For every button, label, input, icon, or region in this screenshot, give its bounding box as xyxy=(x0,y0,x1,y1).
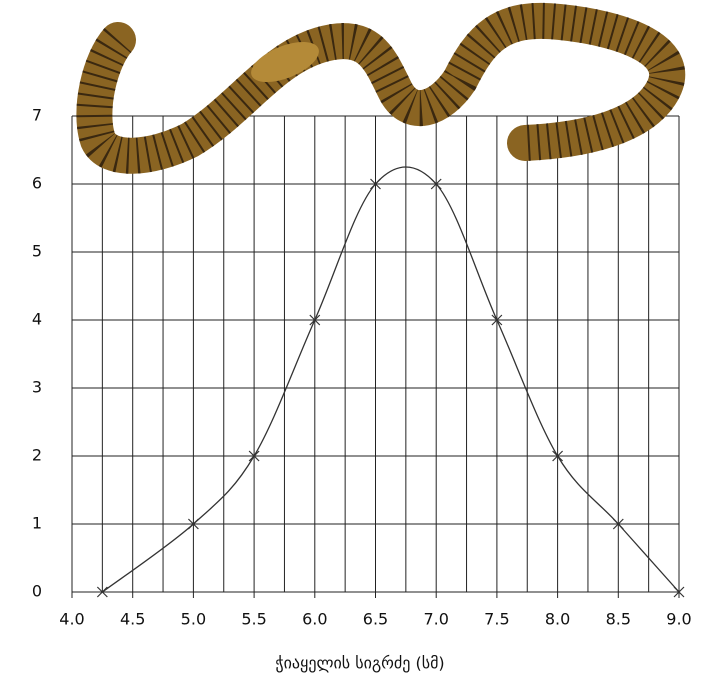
y-tick-label: 6 xyxy=(32,174,42,193)
y-tick-label: 5 xyxy=(32,242,42,261)
plot-area: 0 1 2 3 4 5 6 7 4.0 4.5 5.0 5.5 6.0 6.5 7.0 7.5 8.0 8.5 9.… xyxy=(32,106,692,629)
data-point xyxy=(612,518,624,530)
data-point xyxy=(370,178,381,190)
y-tick-label: 4 xyxy=(32,310,42,329)
data-line xyxy=(101,166,680,593)
data-point xyxy=(248,450,260,462)
worm-clitellum xyxy=(251,41,319,83)
x-tick-label: 7.5 xyxy=(484,610,509,629)
x-tick-label: 7.0 xyxy=(423,610,448,629)
x-tick-label: 6.5 xyxy=(363,610,388,629)
x-tick-label: 5.0 xyxy=(181,610,206,629)
worm-segments xyxy=(76,2,686,174)
data-point xyxy=(309,314,321,326)
data-point xyxy=(96,586,108,598)
x-axis-label: ჭიაყელის სიგრძე (სმ) xyxy=(275,654,444,673)
data-point xyxy=(552,450,564,462)
x-tick-label: 9.0 xyxy=(666,610,691,629)
y-tick-label: 0 xyxy=(32,582,42,601)
x-tick-label: 4.5 xyxy=(120,610,145,629)
y-tick-label: 1 xyxy=(32,514,42,533)
x-tick-label: 6.0 xyxy=(302,610,327,629)
y-tick-label: 2 xyxy=(32,446,42,465)
x-tick-label: 4.0 xyxy=(59,610,84,629)
data-point xyxy=(187,518,199,530)
x-tick-label: 8.5 xyxy=(606,610,631,629)
data-point xyxy=(430,178,442,190)
y-tick-label: 7 xyxy=(32,106,42,125)
x-tick-label: 5.5 xyxy=(241,610,266,629)
data-point xyxy=(491,314,503,326)
worm-illustration xyxy=(76,2,686,174)
data-point xyxy=(673,586,685,598)
x-tick-label: 8.0 xyxy=(545,610,570,629)
y-tick-label: 3 xyxy=(32,378,42,397)
